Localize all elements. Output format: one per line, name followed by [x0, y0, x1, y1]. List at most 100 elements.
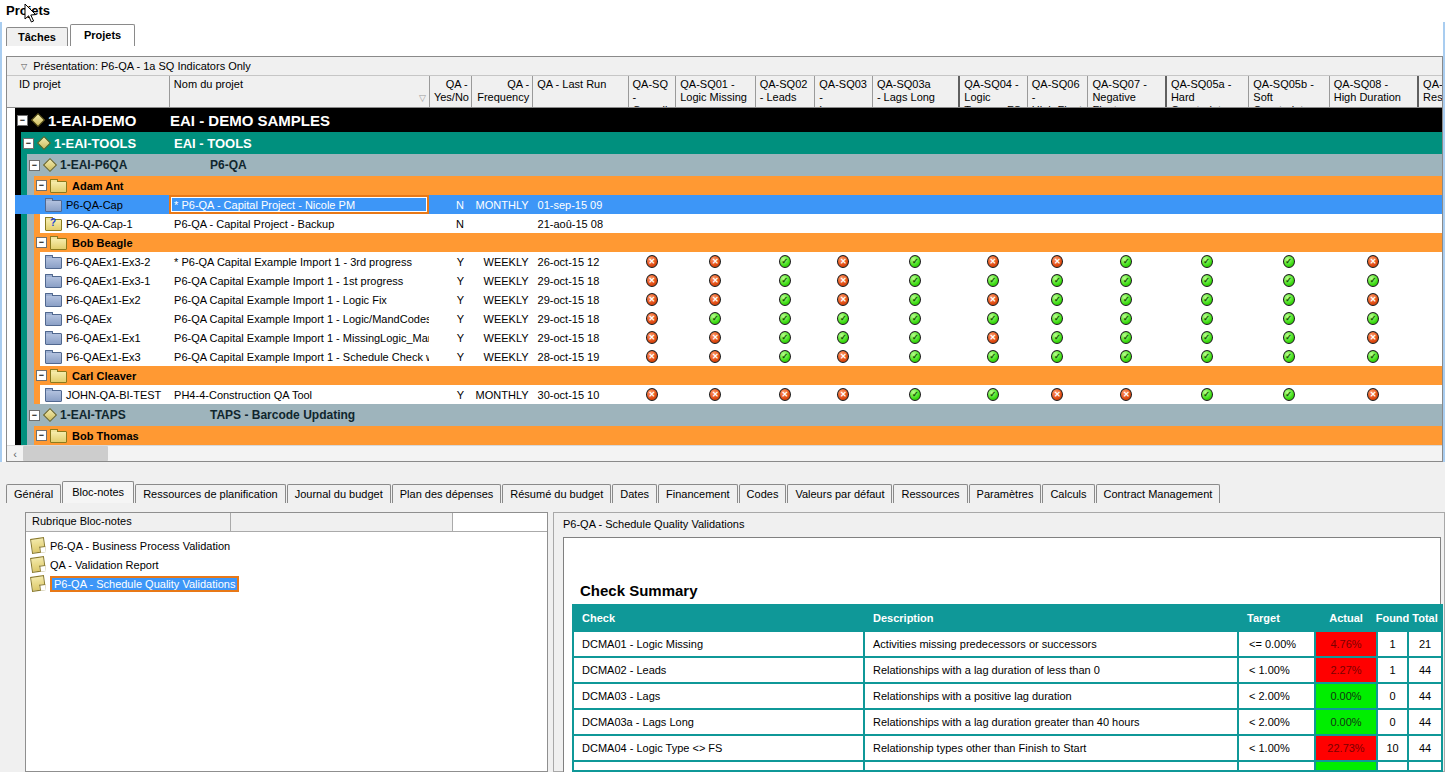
selected-name-box[interactable]: * P6-QA - Capital Project - Nicole PM — [169, 195, 429, 214]
project-name-cell[interactable]: P6-QA Capital Example Import 1 - Missing… — [169, 328, 429, 347]
presentation-bar[interactable]: ▽ Présentation: P6-QA - 1a SQ Indicators… — [7, 57, 1442, 76]
details-tab-financement[interactable]: Financement — [658, 484, 738, 503]
qa-status-cell: ✓ — [1165, 350, 1248, 363]
project-row[interactable]: JOHN-QA-BI-TESTPH4-4-Construction QA Too… — [7, 385, 1442, 404]
group-band-row[interactable]: −1-EAI-TAPSTAPS - Barcode Updating — [7, 404, 1442, 426]
column-header[interactable]: QA - Frequency — [471, 76, 533, 107]
project-id-cell[interactable]: P6-QAEx — [40, 311, 169, 326]
project-name-cell[interactable]: P6-QA Capital Example Import 1 - Schedul… — [169, 347, 429, 366]
notebook-header-label[interactable]: Rubrique Bloc-notes — [26, 513, 231, 531]
column-header[interactable]: Nom du projet▽ — [169, 76, 429, 107]
project-name-cell[interactable]: * P6-QA Capital Example Import 1 - 3rd p… — [169, 252, 429, 271]
collapse-minus-icon[interactable]: − — [29, 160, 40, 171]
column-header[interactable]: QA - Yes/No — [429, 76, 471, 107]
notebook-item-label[interactable]: P6-QA - Schedule Quality Validations — [50, 576, 239, 592]
details-tab-journal-du-budget[interactable]: Journal du budget — [287, 484, 391, 503]
status-pass-icon: ✓ — [779, 312, 791, 325]
group-band-row[interactable]: −1-EAI-P6QAP6-QA — [7, 154, 1442, 176]
details-tab-contract-management[interactable]: Contract Management — [1096, 484, 1221, 503]
project-name-cell[interactable]: * P6-QA - Capital Project - Nicole PM — [169, 195, 429, 214]
column-header[interactable]: QA-SQ02 - Leads — [755, 76, 815, 107]
column-header[interactable]: QA-SQ08 - High Duration — [1329, 76, 1417, 107]
project-row[interactable]: P6-QAEx1-Ex3-2* P6-QA Capital Example Im… — [7, 252, 1442, 271]
details-tab-param-tres[interactable]: Paramètres — [969, 484, 1042, 503]
owner-band-row[interactable]: −Carl Cleaver — [7, 366, 1442, 385]
details-tab-ressources[interactable]: Ressources — [893, 484, 967, 503]
details-tab-ressources-de-planification[interactable]: Ressources de planification — [135, 484, 286, 503]
details-tab-plan-des-d-penses[interactable]: Plan des dépenses — [392, 484, 502, 503]
column-header[interactable]: QA-SQ05b - Soft Constraint — [1248, 76, 1328, 107]
qa-lastrun-cell: 30-oct-15 10 — [533, 389, 628, 401]
column-header[interactable]: QA-SQ03a - Lags Long — [872, 76, 958, 107]
column-header[interactable]: QA-SQ - Overall — [628, 76, 676, 107]
column-header[interactable]: QA-SQ01 - Logic Missing — [675, 76, 754, 107]
project-id-cell[interactable]: P6-QAEx1-Ex2 — [40, 292, 169, 307]
project-id-cell[interactable]: P6-QAEx1-Ex3-2 — [40, 254, 169, 269]
notebook-item[interactable]: P6-QA - Schedule Quality Validations — [26, 574, 547, 593]
notebook-item-label[interactable]: QA - Validation Report — [50, 559, 159, 571]
notebook-item-label[interactable]: P6-QA - Business Process Validation — [50, 540, 230, 552]
collapse-minus-icon[interactable]: − — [36, 430, 47, 441]
project-row[interactable]: P6-QAExP6-QA Capital Example Import 1 - … — [7, 309, 1442, 328]
hierarchy-strip — [27, 366, 34, 385]
project-name-cell[interactable]: P6-QA Capital Example Import 1 - 1st pro… — [169, 271, 429, 290]
owner-band-row[interactable]: −Bob Thomas — [7, 426, 1442, 445]
sort-icon[interactable]: ▽ — [419, 92, 426, 105]
project-id-cell[interactable]: JOHN-QA-BI-TEST — [40, 387, 169, 402]
details-tab-calculs[interactable]: Calculs — [1042, 484, 1094, 503]
notebook-item[interactable]: QA - Validation Report — [26, 555, 547, 574]
column-header[interactable]: QA-SQ06 - High Float — [1027, 76, 1088, 107]
column-header[interactable]: QA-SQ03 - Lags — [814, 76, 872, 107]
owner-band-row[interactable]: −Bob Beagle — [7, 233, 1442, 252]
collapse-minus-icon[interactable]: − — [36, 370, 47, 381]
project-name-cell[interactable]: PH4-4-Construction QA Tool — [169, 385, 429, 404]
column-header[interactable]: QA - Last Run — [532, 76, 627, 107]
details-tab-codes[interactable]: Codes — [739, 484, 787, 503]
column-header[interactable]: ID projet — [15, 76, 169, 107]
status-pass-icon: ✓ — [1201, 388, 1213, 401]
group-band-row[interactable]: −1-EAI-TOOLSEAI - TOOLS — [7, 132, 1442, 154]
status-fail-icon: ✕ — [646, 331, 658, 344]
collapse-minus-icon[interactable]: − — [29, 410, 40, 421]
collapse-minus-icon[interactable]: − — [36, 237, 47, 248]
project-id-cell[interactable]: P6-QA-Cap — [40, 197, 169, 212]
column-header[interactable]: QA- Res — [1417, 76, 1442, 107]
main-tab-tâches[interactable]: Tâches — [6, 27, 68, 46]
qa-status-cell: ✓ — [1165, 331, 1248, 344]
project-id-cell[interactable]: P6-QA-Cap-1 — [40, 216, 169, 231]
details-tab-dates[interactable]: Dates — [612, 484, 657, 503]
project-row[interactable]: P6-QAEx1-Ex3-1P6-QA Capital Example Impo… — [7, 271, 1442, 290]
details-tab-bloc-notes[interactable]: Bloc-notes — [62, 481, 134, 503]
qa-status-cell: ✓ — [1248, 312, 1328, 325]
project-name-cell[interactable]: P6-QA Capital Example Import 1 - Logic F… — [169, 290, 429, 309]
collapse-minus-icon[interactable]: − — [36, 180, 47, 191]
project-id-cell[interactable]: P6-QAEx1-Ex3-1 — [40, 273, 169, 288]
project-id-cell[interactable]: P6-QAEx1-Ex1 — [40, 330, 169, 345]
project-name-cell[interactable]: P6-QA Capital Example Import 1 - Logic/M… — [169, 309, 429, 328]
details-tab-valeurs-par-d-faut[interactable]: Valeurs par défaut — [787, 484, 892, 503]
details-tab-g-n-ral[interactable]: Général — [6, 484, 61, 503]
scroll-left-button[interactable]: ‹ — [7, 446, 23, 461]
scrollbar-thumb[interactable] — [23, 446, 108, 461]
column-header[interactable]: QA-SQ05a - Hard Constraint — [1165, 76, 1248, 107]
details-tab-r-sum-du-budget[interactable]: Résumé du budget — [502, 484, 611, 503]
project-row[interactable]: P6-QAEx1-Ex1P6-QA Capital Example Import… — [7, 328, 1442, 347]
project-row[interactable]: P6-QAEx1-Ex2P6-QA Capital Example Import… — [7, 290, 1442, 309]
project-row[interactable]: P6-QA-Cap-1P6-QA - Capital Project - Bac… — [7, 214, 1442, 233]
main-tab-projets[interactable]: Projets — [70, 24, 135, 46]
collapse-minus-icon[interactable]: − — [23, 138, 34, 149]
qa-status-cell: ✓ — [1165, 312, 1248, 325]
horizontal-scrollbar[interactable]: ‹ — [7, 445, 1442, 461]
collapse-minus-icon[interactable]: − — [17, 115, 28, 126]
owner-band-row[interactable]: −Adam Ant — [7, 176, 1442, 195]
presentation-label: Présentation: P6-QA - 1a SQ Indicators O… — [33, 60, 251, 72]
project-id-cell[interactable]: P6-QAEx1-Ex3 — [40, 349, 169, 364]
column-header[interactable]: QA-SQ04 - Logic Type <> FS — [958, 76, 1027, 107]
project-name-cell[interactable]: P6-QA - Capital Project - Backup — [169, 214, 429, 233]
notebook-header-blank[interactable] — [231, 513, 453, 531]
project-row[interactable]: P6-QAEx1-Ex3P6-QA Capital Example Import… — [7, 347, 1442, 366]
project-row[interactable]: P6-QA-Cap* P6-QA - Capital Project - Nic… — [7, 195, 1442, 214]
notebook-item[interactable]: P6-QA - Business Process Validation — [26, 536, 547, 555]
column-header[interactable]: QA-SQ07 - Negative Float — [1087, 76, 1164, 107]
group-band-row[interactable]: −1-EAI-DEMOEAI - DEMO SAMPLES — [7, 108, 1442, 132]
